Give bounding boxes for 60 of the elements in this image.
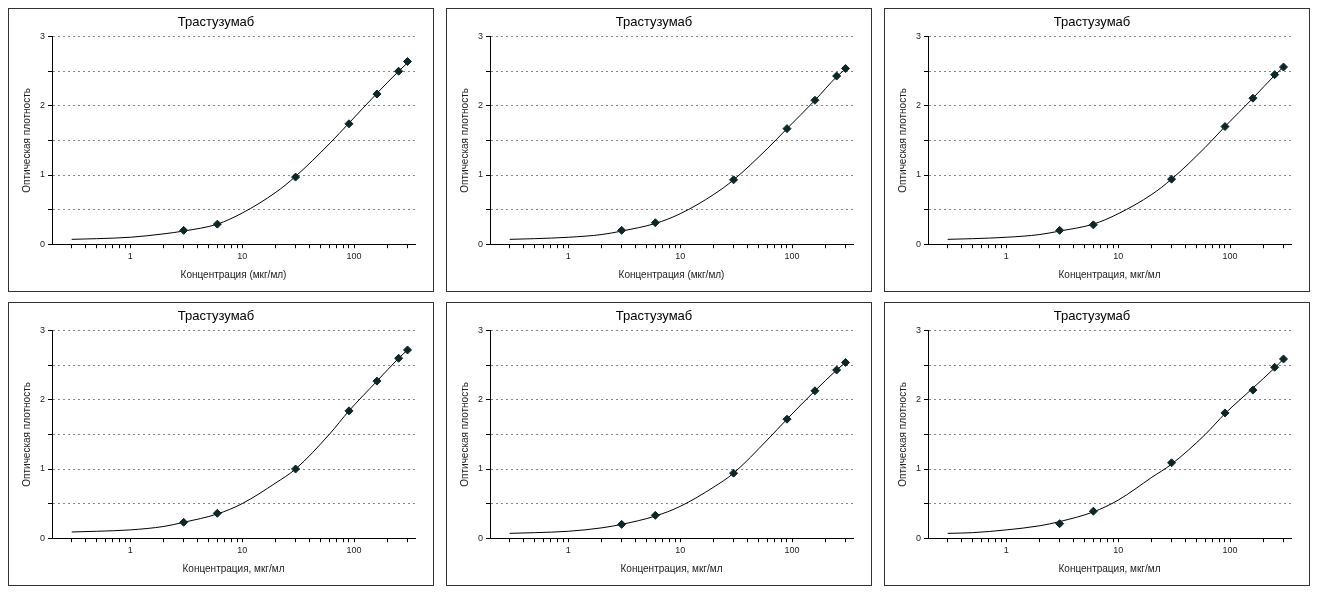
y-axis-title: Оптическая плотность xyxy=(458,382,470,487)
y-tick-label: 0 xyxy=(39,532,46,543)
chart-title: Трастузумаб xyxy=(177,308,255,324)
y-tick-label: 3 xyxy=(477,325,484,336)
x-axis-title: Концентрация (мкг/мл) xyxy=(618,268,725,280)
y-tick-label: 2 xyxy=(477,100,484,111)
x-tick-label: 1 xyxy=(565,251,571,262)
x-axis-title: Концентрация, мкг/мл xyxy=(1058,562,1161,574)
y-tick-label: 1 xyxy=(477,463,484,474)
y-tick-label: 3 xyxy=(39,325,46,336)
y-tick-label: 2 xyxy=(39,394,46,405)
y-tick-label: 1 xyxy=(39,463,46,474)
x-tick-label: 100 xyxy=(784,545,800,556)
y-tick-label: 2 xyxy=(39,100,46,111)
y-tick-label: 2 xyxy=(477,394,484,405)
chart-title: Трастузумаб xyxy=(1053,308,1131,324)
x-tick-label: 10 xyxy=(237,545,248,556)
y-tick-label: 3 xyxy=(915,325,922,336)
y-axis-title: Оптическая плотность xyxy=(20,88,32,193)
x-tick-label: 100 xyxy=(1222,545,1238,556)
chart-title: Трастузумаб xyxy=(615,14,693,30)
x-tick-label: 100 xyxy=(346,545,362,556)
x-tick-label: 100 xyxy=(784,251,800,262)
x-tick-label: 10 xyxy=(675,545,686,556)
x-tick-label: 10 xyxy=(1113,545,1124,556)
y-tick-label: 1 xyxy=(39,169,46,180)
x-tick-label: 100 xyxy=(1222,251,1238,262)
x-axis-title: Концентрация (мкг/мл) xyxy=(180,268,287,280)
y-tick-label: 0 xyxy=(39,238,46,249)
y-tick-label: 0 xyxy=(477,238,484,249)
y-tick-label: 0 xyxy=(915,238,922,249)
y-tick-label: 1 xyxy=(915,169,922,180)
x-axis-title: Концентрация, мкг/мл xyxy=(620,562,723,574)
y-tick-label: 0 xyxy=(915,532,922,543)
x-tick-label: 100 xyxy=(346,251,362,262)
x-tick-label: 1 xyxy=(565,545,571,556)
y-axis-title: Оптическая плотность xyxy=(896,382,908,487)
y-axis-title: Оптическая плотность xyxy=(20,382,32,487)
x-tick-label: 10 xyxy=(237,251,248,262)
y-axis-title: Оптическая плотность xyxy=(458,88,470,193)
y-tick-label: 3 xyxy=(477,31,484,42)
y-tick-label: 2 xyxy=(915,394,922,405)
x-axis-title: Концентрация, мкг/мл xyxy=(1058,268,1161,280)
x-tick-label: 1 xyxy=(127,251,133,262)
x-tick-label: 1 xyxy=(1003,251,1009,262)
x-tick-label: 10 xyxy=(1113,251,1124,262)
x-tick-label: 10 xyxy=(675,251,686,262)
y-tick-label: 3 xyxy=(39,31,46,42)
chart-title: Трастузумаб xyxy=(615,308,693,324)
y-axis-title: Оптическая плотность xyxy=(896,88,908,193)
y-tick-label: 1 xyxy=(915,463,922,474)
x-tick-label: 1 xyxy=(1003,545,1009,556)
x-axis-title: Концентрация, мкг/мл xyxy=(182,562,285,574)
chart-title: Трастузумаб xyxy=(1053,14,1131,30)
y-tick-label: 0 xyxy=(477,532,484,543)
x-tick-label: 1 xyxy=(127,545,133,556)
y-tick-label: 3 xyxy=(915,31,922,42)
y-tick-label: 2 xyxy=(915,100,922,111)
chart-title: Трастузумаб xyxy=(177,14,255,30)
y-tick-label: 1 xyxy=(477,169,484,180)
